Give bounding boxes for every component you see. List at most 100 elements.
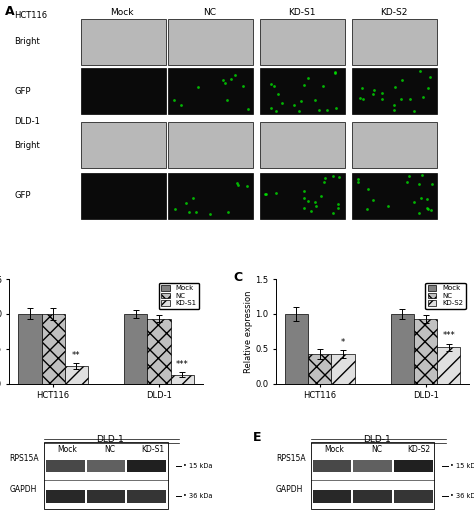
FancyBboxPatch shape [81, 173, 166, 219]
FancyBboxPatch shape [81, 68, 166, 115]
Text: GFP: GFP [14, 191, 31, 200]
Point [355, 178, 362, 186]
Bar [285, 314, 308, 383]
Text: KD-S1: KD-S1 [141, 445, 164, 454]
Point [245, 105, 252, 113]
Point [399, 76, 406, 84]
Point [182, 199, 190, 207]
FancyBboxPatch shape [128, 460, 166, 472]
Point [300, 187, 308, 195]
Point [365, 185, 372, 193]
Point [297, 97, 304, 105]
Text: A: A [5, 5, 15, 18]
FancyBboxPatch shape [260, 173, 345, 219]
Legend: Mock, NC, KD-S2: Mock, NC, KD-S2 [425, 282, 466, 309]
FancyBboxPatch shape [313, 460, 351, 472]
FancyBboxPatch shape [260, 19, 345, 65]
Point [221, 78, 229, 87]
Bar [42, 314, 65, 383]
Point [240, 82, 247, 90]
Text: KD-S1: KD-S1 [288, 7, 315, 16]
Point [427, 73, 434, 82]
Text: NC: NC [371, 445, 382, 454]
FancyBboxPatch shape [81, 122, 166, 168]
Text: • 15 kDa: • 15 kDa [450, 463, 474, 469]
Point [311, 198, 319, 206]
Point [328, 208, 336, 217]
FancyBboxPatch shape [352, 122, 437, 168]
Bar [147, 319, 171, 383]
Text: DLD-1: DLD-1 [363, 435, 391, 444]
Point [379, 95, 386, 104]
Text: Bright: Bright [14, 141, 40, 150]
FancyBboxPatch shape [87, 490, 126, 503]
Text: KD-S2: KD-S2 [380, 7, 407, 16]
Bar [18, 314, 42, 383]
Text: GAPDH: GAPDH [9, 485, 37, 494]
FancyBboxPatch shape [87, 460, 126, 472]
FancyBboxPatch shape [168, 122, 253, 168]
Point [406, 95, 414, 104]
Point [415, 180, 423, 189]
Bar [437, 347, 460, 383]
Point [301, 194, 308, 203]
Point [320, 178, 328, 187]
Point [189, 194, 197, 202]
Text: Mock: Mock [110, 7, 134, 16]
Point [233, 179, 240, 187]
Point [398, 95, 405, 103]
Point [223, 95, 231, 104]
Text: GFP: GFP [14, 87, 31, 96]
Point [319, 82, 327, 90]
Point [356, 94, 364, 103]
Point [417, 194, 424, 203]
Bar [171, 375, 194, 383]
Point [305, 74, 312, 82]
Text: • 36 kDa: • 36 kDa [183, 493, 213, 499]
Point [425, 84, 432, 92]
Text: **: ** [72, 351, 81, 360]
Point [318, 191, 325, 200]
Point [224, 208, 231, 216]
Point [244, 181, 251, 190]
FancyBboxPatch shape [394, 460, 433, 472]
Point [192, 208, 200, 217]
Bar [65, 366, 88, 383]
Legend: Mock, NC, KD-S1: Mock, NC, KD-S1 [159, 282, 199, 309]
Point [419, 93, 427, 101]
FancyBboxPatch shape [81, 19, 166, 65]
Point [177, 100, 184, 109]
Bar [308, 355, 331, 383]
Bar [414, 319, 437, 383]
Point [425, 205, 432, 214]
Point [231, 70, 238, 79]
Text: ***: *** [442, 331, 455, 340]
Point [428, 206, 435, 214]
Point [329, 172, 337, 180]
Point [358, 84, 365, 92]
FancyBboxPatch shape [394, 490, 433, 503]
FancyBboxPatch shape [352, 68, 437, 115]
Text: *: * [341, 338, 345, 347]
FancyBboxPatch shape [260, 68, 345, 115]
Point [271, 82, 278, 90]
Point [219, 75, 227, 84]
Text: NC: NC [104, 445, 116, 454]
Point [405, 171, 412, 180]
Point [416, 67, 424, 76]
Bar [391, 314, 414, 383]
Point [312, 202, 320, 210]
Point [419, 171, 426, 179]
Point [274, 89, 282, 98]
Point [272, 107, 279, 115]
Point [415, 209, 423, 217]
Point [384, 202, 392, 210]
FancyBboxPatch shape [260, 122, 345, 168]
Point [308, 207, 315, 216]
Point [379, 89, 386, 97]
Point [390, 106, 398, 114]
Point [323, 106, 331, 114]
Text: Mock: Mock [57, 445, 77, 454]
Point [304, 196, 311, 205]
Point [267, 103, 275, 112]
